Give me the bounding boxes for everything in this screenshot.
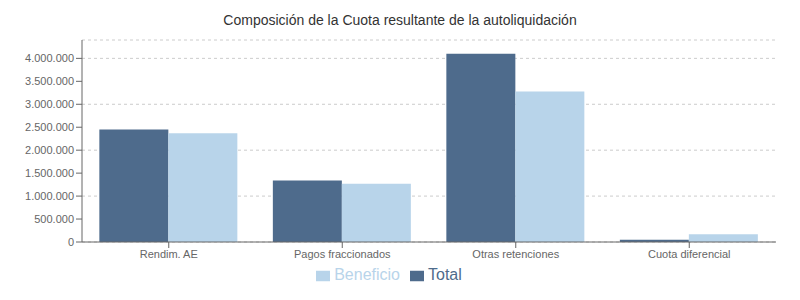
svg-text:500.000: 500.000 — [34, 213, 74, 225]
svg-text:1.500.000: 1.500.000 — [25, 167, 74, 179]
svg-text:2.000.000: 2.000.000 — [25, 144, 74, 156]
html-text:Composición de la Cuota result: Composición de la Cuota resultante de la… — [223, 12, 577, 28]
html-text:Beneficio: Beneficio — [334, 266, 400, 283]
svg-text:Otras retenciones: Otras retenciones — [472, 248, 559, 260]
svg-text:3.000.000: 3.000.000 — [25, 98, 74, 110]
html-text:Total: Total — [428, 266, 462, 283]
svg-text:2.500.000: 2.500.000 — [25, 121, 74, 133]
svg-text:Pagos fraccionados: Pagos fraccionados — [294, 248, 391, 260]
svg-text:1.000.000: 1.000.000 — [25, 190, 74, 202]
svg-text:Rendim. AE: Rendim. AE — [140, 248, 198, 260]
svg-text:4.000.000: 4.000.000 — [25, 52, 74, 64]
svg-text:Cuota diferencial: Cuota diferencial — [648, 248, 731, 260]
svg-text:0: 0 — [68, 236, 74, 248]
svg-text:3.500.000: 3.500.000 — [25, 75, 74, 87]
